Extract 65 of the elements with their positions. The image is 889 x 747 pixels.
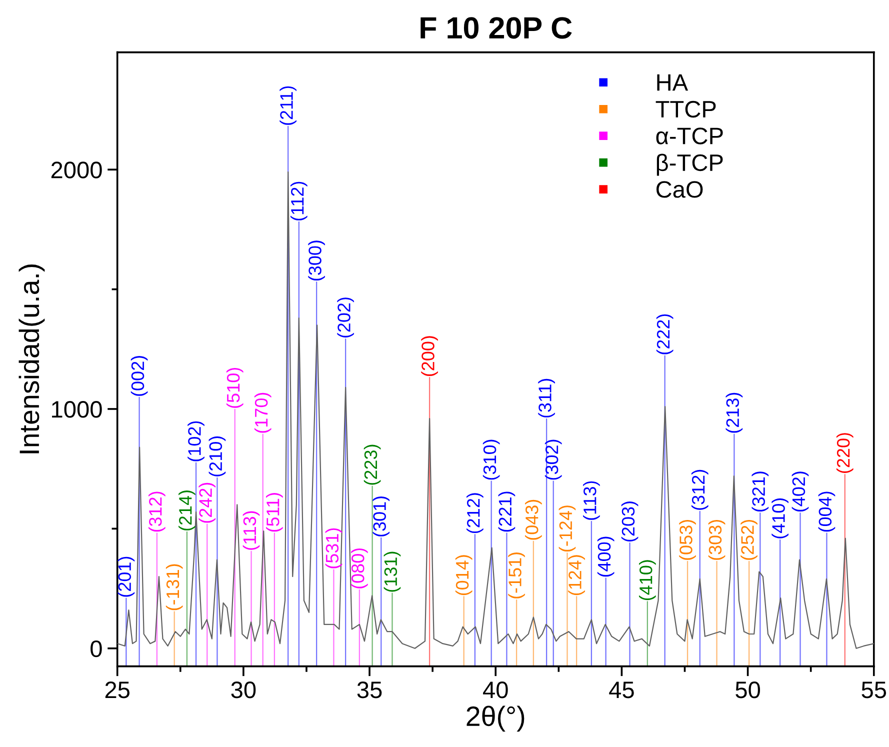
annotation: (222) xyxy=(656,314,674,354)
annotation: (201) xyxy=(118,556,135,597)
annotation: (002) xyxy=(130,356,148,396)
annotation: (302) xyxy=(544,440,562,480)
annotation: (410) xyxy=(639,560,656,600)
annotation: (301) xyxy=(372,496,390,536)
annotation: (321) xyxy=(752,472,769,512)
annotation: (124) xyxy=(568,555,585,596)
y-tick-label: 0 xyxy=(90,640,102,658)
annotation: (-124) xyxy=(558,506,576,552)
annotation: (043) xyxy=(525,500,542,540)
annotation: (210) xyxy=(208,436,226,476)
annotation: (223) xyxy=(364,444,381,485)
x-axis-title: 2θ(°) xyxy=(466,706,524,732)
annotation: (113) xyxy=(242,511,260,550)
annotation: (211) xyxy=(280,86,296,125)
annotation: (113) xyxy=(583,481,600,520)
annotation: (202) xyxy=(337,298,354,338)
annotation: (212) xyxy=(466,493,484,534)
x-tick-label: 45 xyxy=(609,682,634,698)
legend-label: TTCP xyxy=(656,100,716,118)
annotation: (402) xyxy=(792,472,809,512)
annotation: (131) xyxy=(384,552,401,592)
annotation: (312) xyxy=(148,492,166,532)
legend-label: β-TCP xyxy=(656,154,723,176)
annotation: (510) xyxy=(226,368,244,408)
x-tick-label: 25 xyxy=(105,682,130,698)
annotation: (252) xyxy=(740,520,758,560)
legend-label: HA xyxy=(657,74,688,91)
annotation: (531) xyxy=(325,528,342,568)
annotation: (300) xyxy=(308,240,325,281)
annotation: (203) xyxy=(621,502,638,542)
annotation: (220) xyxy=(836,433,854,473)
annotation: (221) xyxy=(498,492,516,532)
annotation: (053) xyxy=(679,520,696,560)
y-axis-title: Intensidad(u.a.) xyxy=(18,264,45,454)
x-tick-label: 40 xyxy=(483,682,508,698)
annotation: (-151) xyxy=(508,552,525,598)
x-tick-label: 50 xyxy=(736,682,760,698)
annotation: (310) xyxy=(482,440,500,480)
annotation: (213) xyxy=(726,392,743,433)
legend-label: α-TCP xyxy=(656,128,723,144)
annotation: (242) xyxy=(198,482,216,523)
annotation: (170) xyxy=(254,392,272,433)
annotation: (004) xyxy=(818,492,836,532)
annotation: (312) xyxy=(691,470,708,510)
y-tick-label: 1000 xyxy=(52,401,102,418)
annotation: (400) xyxy=(597,536,614,577)
x-tick-label: 35 xyxy=(357,682,382,698)
annotation: (080) xyxy=(351,548,368,588)
annotation: (303) xyxy=(708,520,726,560)
x-tick-label: 30 xyxy=(231,682,256,698)
annotation: (410) xyxy=(772,498,788,538)
annotation: (311) xyxy=(538,378,555,418)
annotation: (102) xyxy=(188,421,204,462)
y-tick-label: 2000 xyxy=(51,162,102,178)
chart-title: F 10 20P C xyxy=(420,17,572,39)
x-tick-label: 55 xyxy=(862,682,886,698)
annotation: (511) xyxy=(266,493,283,532)
annotation: (112) xyxy=(290,182,308,220)
annotation: (214) xyxy=(178,490,196,530)
annotation: (014) xyxy=(455,555,472,596)
annotation: (-131) xyxy=(166,564,183,610)
annotation: (200) xyxy=(421,336,438,376)
legend-label: CaO xyxy=(656,181,703,198)
